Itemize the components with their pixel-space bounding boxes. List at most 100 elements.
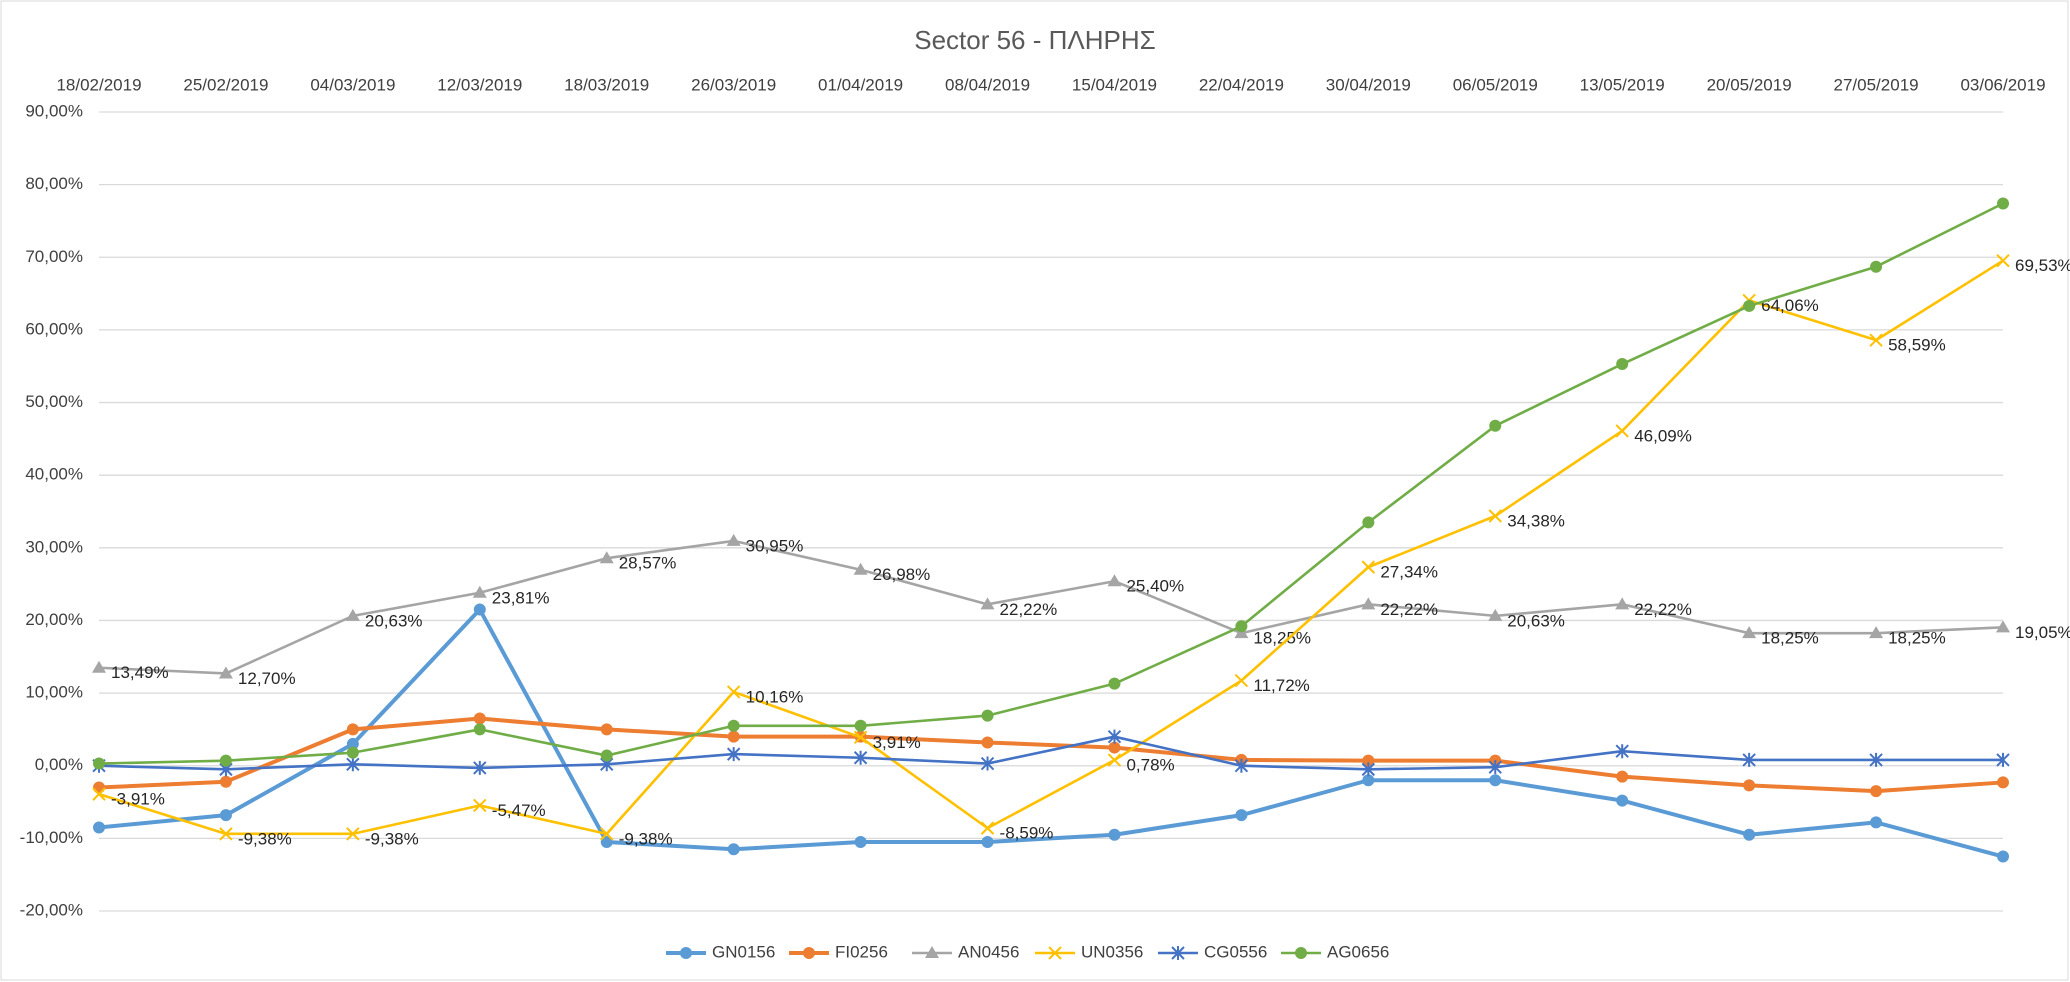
legend-marker xyxy=(925,946,939,958)
data-label: 27,34% xyxy=(1380,563,1438,582)
legend-label: AN0456 xyxy=(958,942,1019,961)
legend-item: AG0656 xyxy=(1281,942,1389,961)
data-label: -8,59% xyxy=(1000,824,1054,843)
data-point xyxy=(1996,752,2010,767)
data-point xyxy=(1997,850,2009,863)
x-tick-label: 18/02/2019 xyxy=(56,75,141,94)
data-point xyxy=(1489,419,1502,432)
data-point xyxy=(854,835,867,848)
legend-marker xyxy=(1048,946,1062,960)
x-tick-label: 06/05/2019 xyxy=(1453,75,1538,94)
data-point xyxy=(1107,574,1122,587)
x-tick-label: 20/05/2019 xyxy=(1707,75,1792,94)
data-label: 34,38% xyxy=(1507,511,1565,530)
legend-label: CG0556 xyxy=(1204,942,1267,961)
data-point xyxy=(1362,754,1375,767)
legend-item: UN0356 xyxy=(1035,942,1143,961)
data-label: 64,06% xyxy=(1761,296,1819,315)
data-point xyxy=(1616,794,1629,807)
data-point xyxy=(600,723,613,736)
series-line xyxy=(98,202,2004,765)
data-point xyxy=(218,666,233,679)
data-label: 22,22% xyxy=(1634,600,1692,619)
data-point xyxy=(92,787,106,801)
data-point xyxy=(727,719,740,732)
data-point xyxy=(853,562,868,575)
data-point xyxy=(600,749,613,762)
data-label: 46,09% xyxy=(1634,426,1692,445)
y-tick-label: 90,00% xyxy=(25,101,83,120)
x-tick-label: 01/04/2019 xyxy=(818,75,903,94)
data-label: 30,95% xyxy=(746,536,804,555)
data-label: 12,70% xyxy=(238,669,296,688)
data-point xyxy=(473,798,487,813)
data-point xyxy=(1997,776,2009,789)
x-tick-label: 25/02/2019 xyxy=(183,75,268,94)
data-label: 10,16% xyxy=(746,687,804,706)
legend-item: GN0156 xyxy=(666,942,775,961)
x-tick-label: 26/03/2019 xyxy=(691,75,776,94)
data-point xyxy=(1108,741,1121,754)
legend-marker xyxy=(1295,947,1307,959)
data-label: 18,25% xyxy=(1888,629,1946,648)
chart-title: Sector 56 - ΠΛΗΡΗΣ xyxy=(914,25,1156,55)
data-point xyxy=(1234,673,1249,688)
data-point xyxy=(727,843,740,856)
data-point xyxy=(346,737,359,750)
x-tick-label: 13/05/2019 xyxy=(1580,75,1665,94)
data-point xyxy=(1615,424,1629,438)
data-point xyxy=(1108,677,1121,690)
data-point xyxy=(1743,779,1756,792)
data-point xyxy=(1870,816,1883,829)
data-label: 22,22% xyxy=(1380,600,1438,619)
data-point xyxy=(1488,760,1502,775)
legend-marker xyxy=(680,947,692,959)
x-tick-label: 03/06/2019 xyxy=(1960,75,2045,94)
data-point xyxy=(1615,744,1629,759)
data-point xyxy=(473,760,487,775)
data-point xyxy=(473,712,486,725)
data-point xyxy=(1107,729,1122,744)
data-label: -9,38% xyxy=(619,829,673,848)
data-point xyxy=(1361,762,1376,777)
data-point xyxy=(346,827,360,841)
y-tick-label: 0,00% xyxy=(35,755,83,774)
data-label: 28,57% xyxy=(619,554,677,573)
x-tick-label: 18/03/2019 xyxy=(564,75,649,94)
data-point xyxy=(1488,608,1503,621)
legend-label: AG0656 xyxy=(1327,942,1389,961)
y-tick-label: -20,00% xyxy=(20,900,83,919)
data-label: -9,38% xyxy=(238,829,292,848)
data-point xyxy=(1361,560,1376,574)
data-label: 18,25% xyxy=(1761,629,1819,648)
legend-item: CG0556 xyxy=(1158,942,1267,961)
series-line xyxy=(98,735,2003,771)
data-label: 22,22% xyxy=(1000,600,1058,619)
x-tick-label: 04/03/2019 xyxy=(310,75,395,94)
data-label: -3,91% xyxy=(111,790,165,809)
x-tick-label: 08/04/2019 xyxy=(945,75,1030,94)
x-tick-label: 22/04/2019 xyxy=(1199,75,1284,94)
y-tick-label: 80,00% xyxy=(25,174,83,193)
data-point xyxy=(1996,253,2010,268)
legend-label: GN0156 xyxy=(712,942,775,961)
data-point xyxy=(980,821,995,835)
data-label: 26,98% xyxy=(873,565,931,584)
data-point xyxy=(600,827,614,841)
data-label: 13,49% xyxy=(111,663,169,682)
y-tick-label: -10,00% xyxy=(20,828,83,847)
data-point xyxy=(1235,809,1248,822)
data-point xyxy=(473,723,486,736)
data-label: 0,78% xyxy=(1126,756,1174,775)
data-point xyxy=(346,746,359,759)
data-label: 69,53% xyxy=(2015,256,2070,275)
data-point xyxy=(1869,752,1883,767)
data-point xyxy=(345,608,360,621)
data-point xyxy=(1362,774,1375,787)
data-label: 11,72% xyxy=(1253,676,1309,695)
series-line xyxy=(98,607,2004,859)
data-label: 20,63% xyxy=(1507,611,1565,630)
data-point xyxy=(1108,828,1121,841)
